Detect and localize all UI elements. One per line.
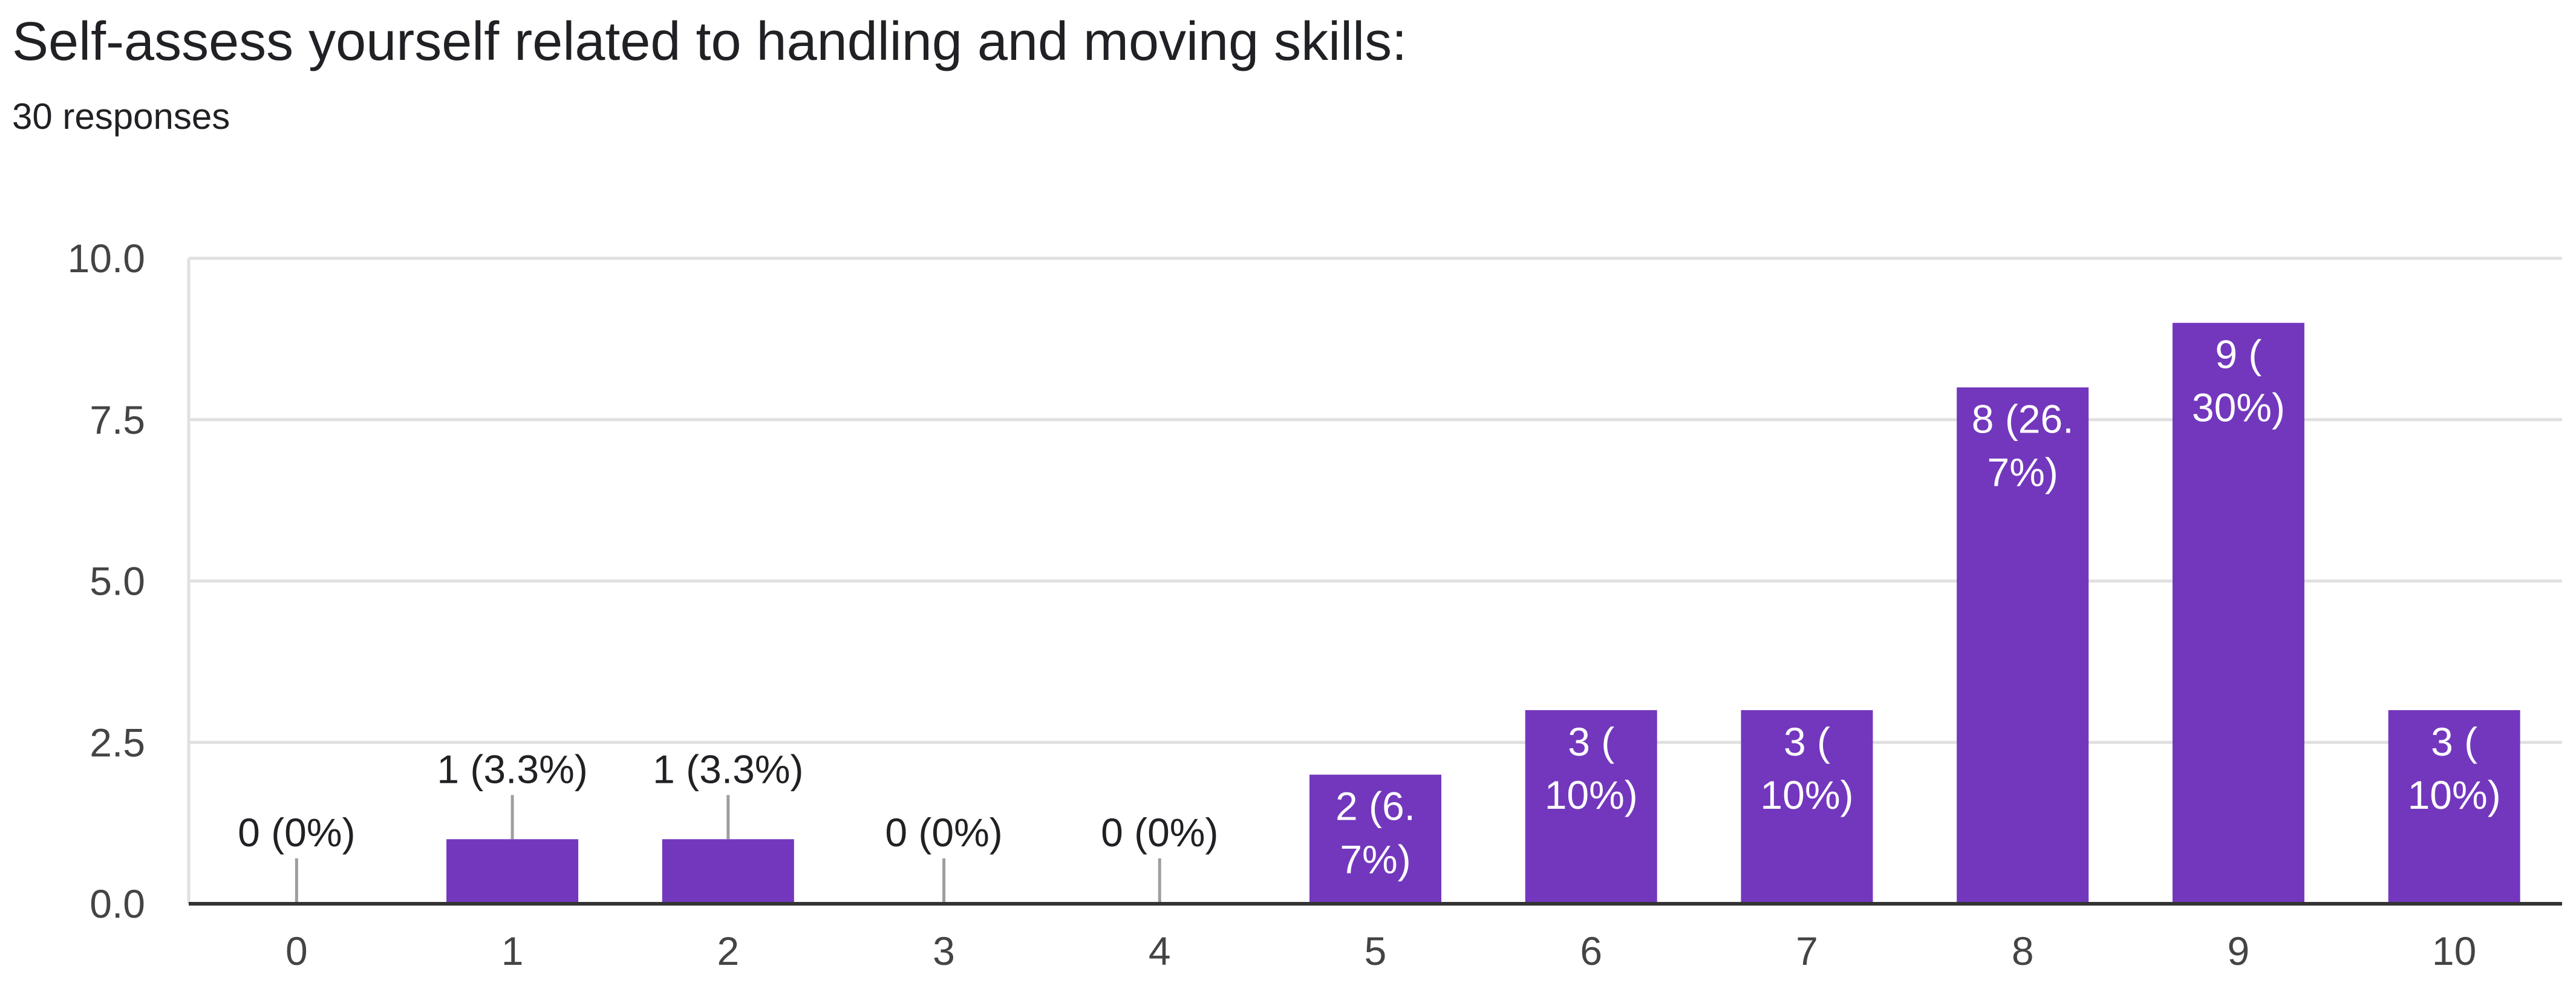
- y-tick-label: 0.0: [90, 881, 145, 926]
- data-label: 30%): [2192, 385, 2285, 430]
- y-tick-label: 7.5: [90, 397, 145, 442]
- data-label: 2 (6.: [1335, 784, 1415, 829]
- data-label: 1 (3.3%): [653, 746, 803, 791]
- x-tick-label: 7: [1796, 929, 1818, 973]
- data-label: 7%): [1340, 837, 1410, 882]
- data-label: 10%): [2408, 772, 2501, 817]
- x-tick-label: 2: [717, 929, 739, 973]
- bar: [1309, 774, 1441, 904]
- x-tick-label: 8: [2012, 929, 2034, 973]
- x-tick-label: 0: [285, 929, 308, 973]
- x-tick-label: 9: [2228, 929, 2250, 973]
- chart-title: Self-assess yourself related to handling…: [12, 11, 1407, 72]
- data-label: 9 (: [2215, 332, 2261, 377]
- x-tick-label: 3: [933, 929, 955, 973]
- bar: [662, 839, 794, 904]
- data-label: 3 (: [1568, 719, 1614, 764]
- data-label: 10%): [1545, 772, 1638, 817]
- bar: [2388, 710, 2520, 904]
- bar: [2172, 322, 2304, 904]
- y-tick-label: 5.0: [90, 559, 145, 604]
- data-label: 1 (3.3%): [437, 746, 587, 791]
- x-tick-label: 10: [2432, 929, 2476, 973]
- bar: [1957, 387, 2089, 904]
- x-tick-label: 6: [1580, 929, 1602, 973]
- data-label: 0 (0%): [885, 810, 1002, 855]
- bar: [446, 839, 579, 904]
- x-tick-label: 1: [501, 929, 524, 973]
- data-label: 3 (: [2431, 719, 2477, 764]
- data-label: 0 (0%): [1101, 810, 1218, 855]
- response-count: 30 responses: [12, 96, 230, 137]
- y-tick-label: 2.5: [90, 720, 145, 765]
- data-label: 10%): [1760, 772, 1853, 817]
- data-label: 0 (0%): [238, 810, 355, 855]
- x-tick-label: 5: [1365, 929, 1387, 973]
- x-tick-label: 4: [1149, 929, 1171, 973]
- data-label: 3 (: [1784, 719, 1830, 764]
- data-label: 7%): [1987, 449, 2058, 494]
- data-label: 8 (26.: [1972, 396, 2074, 441]
- y-tick-label: 10.0: [68, 236, 145, 281]
- bar: [1525, 710, 1657, 904]
- bar: [1741, 710, 1873, 904]
